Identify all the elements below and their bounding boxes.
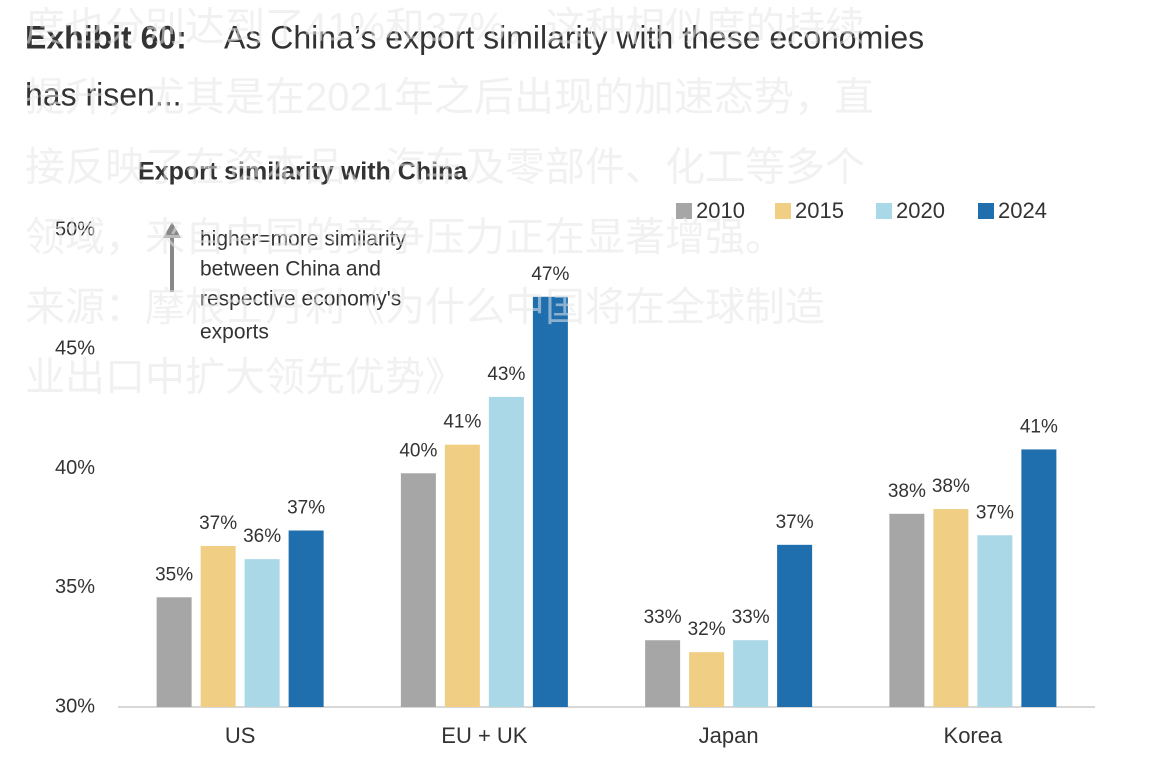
y-tick-label: 35% [55,576,95,598]
annotation: exports [200,321,269,344]
overlay-text: 提升，尤其是在2021年之后出现的加速态势，直 [25,76,874,120]
legend-swatch [775,203,791,219]
bar [200,546,236,707]
bar [488,396,524,707]
value-label: 40% [399,440,437,461]
value-label: 33% [644,607,682,628]
title-label: Exhibit 60: [25,19,187,55]
bar [777,544,813,707]
overlay-text: 领域，来自中国的竞争压力正在显著增强。 [25,216,785,260]
value-label: 37% [199,513,237,534]
legend-swatch [676,203,692,219]
x-tick-label: EU + UK [441,723,528,748]
legend-swatch [978,203,994,219]
value-label: 37% [976,502,1014,523]
bar [933,509,969,707]
bar [645,640,681,707]
bar [1021,449,1057,707]
legend-label: 2020 [896,198,945,223]
overlay-text: 业出口中扩大领先优势》 [25,356,465,400]
value-label: 41% [443,412,481,433]
bar [244,559,280,707]
value-label: 36% [243,526,281,547]
chart-subtitle: Export similarity with China [138,158,468,186]
bar [444,444,480,707]
y-tick-label: 45% [55,338,95,360]
bar [977,535,1013,707]
annotation: higher=more similarity [200,228,406,251]
y-tick-label: 40% [55,457,95,479]
bar [689,652,725,707]
legend-swatch [876,203,892,219]
legend-label: 2024 [998,198,1047,223]
bar [889,513,925,707]
y-tick-label: 30% [55,695,95,717]
value-label: 47% [531,264,569,285]
annotation-arrowhead [163,222,181,238]
overlay-text: 接反映了在资本品、汽车及零部件、化工等多个 [25,146,865,190]
value-label: 35% [155,564,193,585]
value-label: 37% [287,498,325,519]
annotation: respective economy's [200,288,401,311]
overlay-text: 来源：摩根士丹利《为什么中国将在全球制造 [25,286,825,330]
bar [733,640,769,707]
value-label: 33% [732,607,770,628]
bar [400,473,436,707]
x-tick-label: Korea [944,723,1003,748]
x-tick-label: Japan [699,723,759,748]
value-label: 41% [1020,416,1058,437]
value-label: 38% [932,476,970,497]
overlay-text: 度也分别达到了41%和37%，这种相似度的持续 [25,6,865,50]
bar [532,296,568,707]
value-label: 43% [487,364,525,385]
chart-title: As China’s export similarity with these … [224,19,924,55]
legend-label: 2010 [696,198,745,223]
chart-title: has risen... [25,76,182,112]
bar [288,530,324,707]
value-label: 32% [688,619,726,640]
legend-label: 2015 [795,198,844,223]
value-label: 37% [776,512,814,533]
x-tick-label: US [225,723,256,748]
bar [156,597,192,707]
y-tick-label: 50% [55,218,95,240]
value-label: 38% [888,481,926,502]
annotation: between China and [200,258,381,281]
